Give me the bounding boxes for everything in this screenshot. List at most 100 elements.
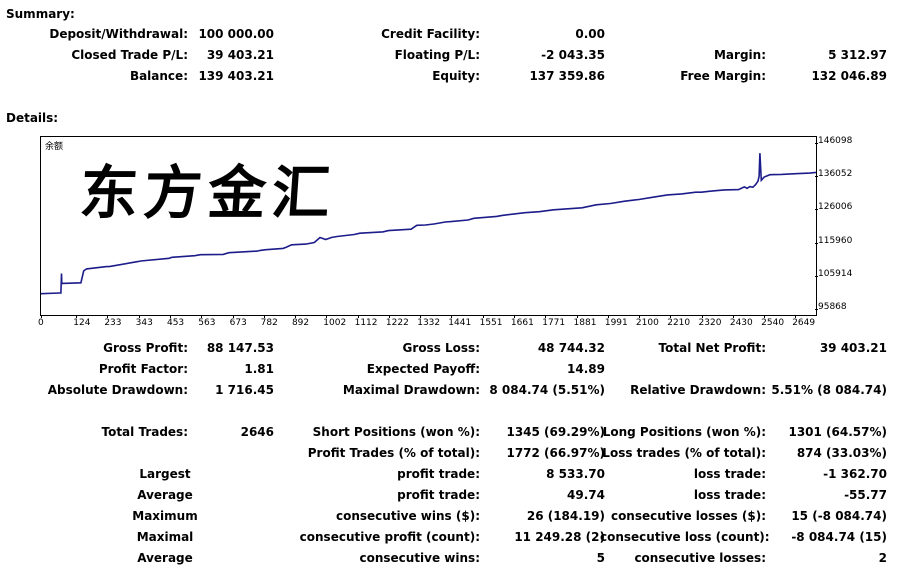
largest-profit-label: profit trade: xyxy=(397,467,480,481)
largest-label: Largest xyxy=(139,467,191,481)
y-tick-label: 146098 xyxy=(818,136,853,146)
x-tick-label: 343 xyxy=(135,318,153,328)
x-tick-label: 2100 xyxy=(635,318,659,328)
margin-label: Margin: xyxy=(713,48,766,62)
balance-value: 139 403.21 xyxy=(198,69,274,83)
average-loss-label: loss trade: xyxy=(693,488,766,502)
free-margin-label: Free Margin: xyxy=(680,69,766,83)
x-tick-mark xyxy=(576,315,578,318)
x-tick-label: 1002 xyxy=(323,318,347,328)
avg-consecutive-wins-label: consecutive wins: xyxy=(359,551,480,565)
y-tick-mark xyxy=(815,176,818,178)
x-tick-mark xyxy=(420,315,422,318)
margin-value: 5 312.97 xyxy=(828,48,887,62)
closed-pl-value: 39 403.21 xyxy=(206,48,274,62)
x-tick-label: 892 xyxy=(291,318,310,328)
x-tick-mark xyxy=(201,315,203,318)
gross-loss-label: Gross Loss: xyxy=(402,341,480,355)
y-tick-label: 115960 xyxy=(818,235,853,246)
maximum-label: Maximum xyxy=(132,509,198,523)
largest-loss-value: -1 362.70 xyxy=(823,467,887,481)
equity-label: Equity: xyxy=(432,69,480,83)
x-tick-label: 563 xyxy=(198,318,216,328)
maximal-drawdown-value: 8 084.74 (5.51%) xyxy=(489,383,605,397)
x-tick-mark xyxy=(357,315,359,318)
average-label: Average xyxy=(137,488,193,502)
avg-consecutive-losses-value: 2 xyxy=(878,551,887,565)
y-tick-mark xyxy=(815,275,818,277)
x-tick-mark xyxy=(482,315,484,318)
profit-factor-label: Profit Factor: xyxy=(98,362,188,376)
largest-profit-value: 8 533.70 xyxy=(546,467,605,481)
floating-pl-label: Floating P/L: xyxy=(394,48,480,62)
gross-profit-value: 88 147.53 xyxy=(206,341,274,355)
short-positions-value: 1345 (69.29%) xyxy=(506,425,605,439)
x-tick-label: 1881 xyxy=(573,318,597,328)
x-tick-label: 2430 xyxy=(729,318,753,328)
relative-drawdown-value: 5.51% (8 084.74) xyxy=(771,383,887,397)
summary-heading: Summary: xyxy=(6,7,75,21)
loss-trades-label: Loss trades (% of total): xyxy=(602,446,766,460)
max-consecutive-losses-value: 15 (-8 084.74) xyxy=(791,509,887,523)
x-tick-label: 1661 xyxy=(510,318,534,328)
average-consecutive-label: Average xyxy=(137,551,193,565)
balance-chart: 余额 xyxy=(40,136,817,316)
x-tick-mark xyxy=(451,315,453,318)
y-tick-label: 136052 xyxy=(818,169,853,180)
maximal-label: Maximal xyxy=(136,530,194,544)
average-loss-value: -55.77 xyxy=(844,488,887,502)
x-tick-label: 124 xyxy=(73,318,91,328)
equity-value: 137 359.86 xyxy=(529,69,605,83)
max-consecutive-wins-value: 26 (184.19) xyxy=(526,509,605,523)
x-tick-mark xyxy=(795,315,797,318)
y-tick-mark xyxy=(815,242,818,244)
x-tick-label: 1771 xyxy=(542,318,566,328)
total-trades-value: 2646 xyxy=(240,425,274,439)
profit-trades-label: Profit Trades (% of total): xyxy=(307,446,480,460)
x-tick-mark xyxy=(764,315,766,318)
short-positions-label: Short Positions (won %): xyxy=(312,425,480,439)
x-tick-mark xyxy=(232,315,234,318)
maximal-consecutive-profit-label: consecutive profit (count): xyxy=(299,530,480,544)
relative-drawdown-label: Relative Drawdown: xyxy=(630,383,766,397)
y-tick-label: 95868 xyxy=(818,302,847,312)
balance-chart-plot xyxy=(41,153,816,295)
x-tick-mark xyxy=(41,315,42,318)
largest-loss-label: loss trade: xyxy=(693,467,766,481)
maximal-consecutive-profit-value: 11 249.28 (2) xyxy=(514,530,605,544)
x-tick-mark xyxy=(638,315,640,318)
x-tick-label: 2540 xyxy=(761,318,785,328)
x-tick-mark xyxy=(701,315,703,318)
absolute-drawdown-label: Absolute Drawdown: xyxy=(47,383,188,397)
net-profit-label: Total Net Profit: xyxy=(658,341,766,355)
deposit-value: 100 000.00 xyxy=(198,27,274,41)
x-tick-mark xyxy=(107,315,109,318)
x-tick-mark xyxy=(138,315,140,318)
maximal-consecutive-loss-value: -8 084.74 (15) xyxy=(791,530,887,544)
x-tick-mark xyxy=(326,315,328,318)
free-margin-value: 132 046.89 xyxy=(811,69,887,83)
expected-payoff-label: Expected Payoff: xyxy=(366,362,480,376)
avg-consecutive-wins-value: 5 xyxy=(596,551,605,565)
x-tick-mark xyxy=(388,315,390,318)
credit-label: Credit Facility: xyxy=(381,27,480,41)
x-tick-mark xyxy=(732,315,734,318)
net-profit-value: 39 403.21 xyxy=(819,341,887,355)
x-tick-mark xyxy=(263,315,265,318)
x-tick-label: 782 xyxy=(260,318,278,328)
x-tick-mark xyxy=(670,315,672,318)
x-tick-label: 2320 xyxy=(698,318,722,328)
x-tick-mark xyxy=(76,315,78,318)
balance-label: Balance: xyxy=(129,69,188,83)
loss-trades-value: 874 (33.03%) xyxy=(796,446,887,460)
long-positions-label: Long Positions (won %): xyxy=(602,425,766,439)
x-tick-label: 1991 xyxy=(604,318,628,328)
expected-payoff-value: 14.89 xyxy=(567,362,605,376)
x-tick-mark xyxy=(294,315,296,318)
y-tick-mark xyxy=(815,143,818,144)
x-tick-label: 2649 xyxy=(792,318,816,328)
average-profit-label: profit trade: xyxy=(397,488,480,502)
y-tick-label: 105914 xyxy=(818,268,853,279)
x-tick-label: 2210 xyxy=(667,318,691,328)
x-tick-label: 233 xyxy=(104,318,122,328)
